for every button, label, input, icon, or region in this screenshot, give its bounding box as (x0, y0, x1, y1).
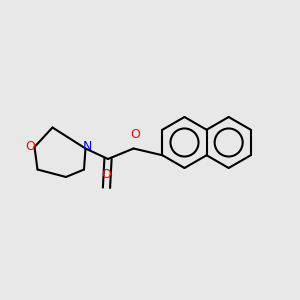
Text: N: N (82, 140, 92, 154)
Text: O: O (130, 128, 140, 141)
Text: O: O (25, 140, 35, 154)
Text: O: O (102, 169, 111, 182)
